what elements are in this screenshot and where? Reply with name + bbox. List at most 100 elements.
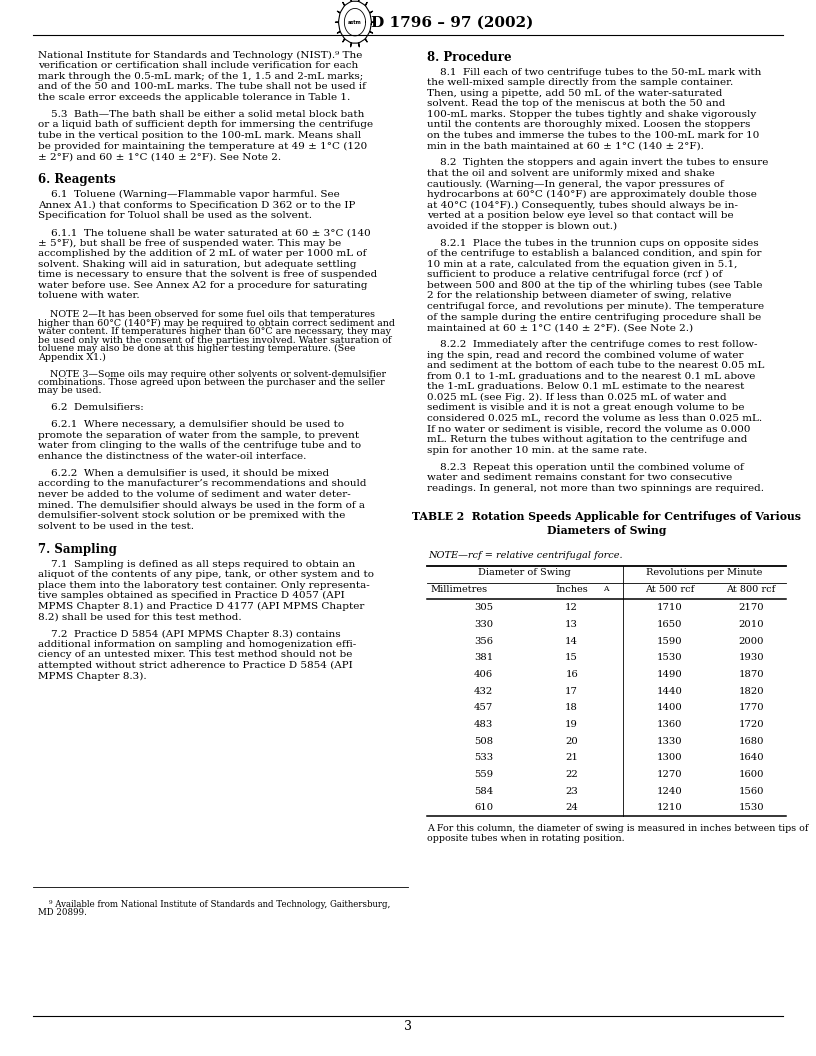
Text: 2010: 2010 [738,620,764,629]
Text: 6. Reagents: 6. Reagents [38,173,116,186]
Text: NOTE 3—Some oils may require other solvents or solvent-demulsifier: NOTE 3—Some oils may require other solve… [38,370,386,379]
Text: aliquot of the contents of any pipe, tank, or other system and to: aliquot of the contents of any pipe, tan… [38,570,375,580]
Text: At 500 rcf: At 500 rcf [645,585,694,593]
Text: Revolutions per Minute: Revolutions per Minute [646,568,762,578]
Text: 508: 508 [474,737,493,746]
Text: at 40°C (104°F).) Consequently, tubes should always be in-: at 40°C (104°F).) Consequently, tubes sh… [427,201,738,210]
Text: 533: 533 [474,753,493,762]
Text: the scale error exceeds the applicable tolerance in Table 1.: the scale error exceeds the applicable t… [38,93,351,102]
Text: cautiously. (Warning—In general, the vapor pressures of: cautiously. (Warning—In general, the vap… [427,180,724,189]
Text: 8. Procedure: 8. Procedure [427,51,512,63]
Text: Diameter of Swing: Diameter of Swing [478,568,571,578]
Text: 14: 14 [565,637,578,645]
Text: tube in the vertical position to the 100-mL mark. Means shall: tube in the vertical position to the 100… [38,131,361,140]
Text: A: A [602,585,608,592]
Text: considered 0.025 mL, record the volume as less than 0.025 mL.: considered 0.025 mL, record the volume a… [427,414,762,423]
Text: ⁹ Available from National Institute of Standards and Technology, Gaithersburg,: ⁹ Available from National Institute of S… [38,900,391,909]
Text: accomplished by the addition of 2 mL of water per 1000 mL of: accomplished by the addition of 2 mL of … [38,249,366,259]
Text: 610: 610 [474,804,493,812]
Text: 2 for the relationship between diameter of swing, relative: 2 for the relationship between diameter … [427,291,731,301]
Text: the 1-mL graduations. Below 0.1 mL estimate to the nearest: the 1-mL graduations. Below 0.1 mL estim… [427,382,744,392]
Text: readings. In general, not more than two spinnings are required.: readings. In general, not more than two … [427,484,764,493]
Text: astm: astm [348,20,361,24]
Text: be used only with the consent of the parties involved. Water saturation of: be used only with the consent of the par… [38,336,392,345]
Text: 6.2.1  Where necessary, a demulsifier should be used to: 6.2.1 Where necessary, a demulsifier sho… [38,420,344,430]
Text: 0.025 mL (see Fig. 2). If less than 0.025 mL of water and: 0.025 mL (see Fig. 2). If less than 0.02… [427,393,726,402]
Text: TABLE 2  Rotation Speeds Applicable for Centrifuges of Various: TABLE 2 Rotation Speeds Applicable for C… [412,511,800,522]
Text: combinations. Those agreed upon between the purchaser and the seller: combinations. Those agreed upon between … [38,378,385,388]
Text: 457: 457 [474,703,493,713]
Text: centrifugal force, and revolutions per minute). The temperature: centrifugal force, and revolutions per m… [427,302,764,312]
Text: higher than 60°C (140°F) may be required to obtain correct sediment and: higher than 60°C (140°F) may be required… [38,319,395,328]
Text: may be used.: may be used. [38,386,102,396]
Text: 8.2) shall be used for this test method.: 8.2) shall be used for this test method. [38,612,242,622]
Text: 6.1.1  The toluene shall be water saturated at 60 ± 3°C (140: 6.1.1 The toluene shall be water saturat… [38,228,371,238]
Text: maintained at 60 ± 1°C (140 ± 2°F). (See Note 2.): maintained at 60 ± 1°C (140 ± 2°F). (See… [427,323,693,333]
Text: avoided if the stopper is blown out.): avoided if the stopper is blown out.) [427,222,617,231]
Text: 10 min at a rate, calculated from the equation given in 5.1,: 10 min at a rate, calculated from the eq… [427,260,737,269]
Text: of the sample during the entire centrifuging procedure shall be: of the sample during the entire centrifu… [427,313,761,322]
Text: 1240: 1240 [657,787,682,796]
Text: ing the spin, read and record the combined volume of water: ing the spin, read and record the combin… [427,351,743,360]
Text: 1770: 1770 [738,703,764,713]
Text: ± 5°F), but shall be free of suspended water. This may be: ± 5°F), but shall be free of suspended w… [38,239,342,248]
Text: 13: 13 [565,620,578,629]
Text: that the oil and solvent are uniformly mixed and shake: that the oil and solvent are uniformly m… [427,169,715,178]
Text: water before use. See Annex A2 for a procedure for saturating: water before use. See Annex A2 for a pro… [38,281,368,290]
Text: 20: 20 [565,737,578,746]
Text: 17: 17 [565,686,578,696]
Text: MPMS Chapter 8.3).: MPMS Chapter 8.3). [38,672,147,681]
Text: 1870: 1870 [738,670,764,679]
Text: National Institute for Standards and Technology (NIST).⁹ The: National Institute for Standards and Tec… [38,51,363,60]
Text: 356: 356 [474,637,493,645]
Text: 1560: 1560 [738,787,764,796]
Text: enhance the distinctness of the water-oil interface.: enhance the distinctness of the water-oi… [38,452,307,461]
Text: 7.2  Practice D 5854 (API MPMS Chapter 8.3) contains: 7.2 Practice D 5854 (API MPMS Chapter 8.… [38,629,341,639]
Text: and sediment at the bottom of each tube to the nearest 0.05 mL: and sediment at the bottom of each tube … [427,361,764,371]
Text: 8.2.2  Immediately after the centrifuge comes to rest follow-: 8.2.2 Immediately after the centrifuge c… [427,340,757,350]
Text: additional information on sampling and homogenization effi-: additional information on sampling and h… [38,640,357,649]
Text: 16: 16 [565,670,578,679]
Text: spin for another 10 min. at the same rate.: spin for another 10 min. at the same rat… [427,446,647,455]
Text: toluene may also be done at this higher testing temperature. (See: toluene may also be done at this higher … [38,344,356,354]
Text: toluene with water.: toluene with water. [38,291,140,301]
Text: place them into the laboratory test container. Only representa-: place them into the laboratory test cont… [38,581,370,590]
Text: sediment is visible and it is not a great enough volume to be: sediment is visible and it is not a grea… [427,403,744,413]
Text: 1590: 1590 [657,637,682,645]
Text: 2000: 2000 [738,637,764,645]
Text: Annex A1.) that conforms to Specification D 362 or to the IP: Annex A1.) that conforms to Specificatio… [38,201,356,210]
Text: MPMS Chapter 8.1) and Practice D 4177 (API MPMS Chapter: MPMS Chapter 8.1) and Practice D 4177 (A… [38,602,365,611]
Text: MD 20899.: MD 20899. [38,908,87,918]
Text: demulsifier-solvent stock solution or be premixed with the: demulsifier-solvent stock solution or be… [38,511,346,521]
Text: 100-mL marks. Stopper the tubes tightly and shake vigorously: 100-mL marks. Stopper the tubes tightly … [427,110,756,119]
Text: hydrocarbons at 60°C (140°F) are approximately double those: hydrocarbons at 60°C (140°F) are approxi… [427,190,756,200]
Text: 1330: 1330 [657,737,682,746]
Text: attempted without strict adherence to Practice D 5854 (API: attempted without strict adherence to Pr… [38,661,353,671]
Text: verted at a position below eye level so that contact will be: verted at a position below eye level so … [427,211,734,221]
Text: 483: 483 [474,720,493,729]
Text: 330: 330 [474,620,493,629]
Text: At 800 rcf: At 800 rcf [726,585,776,593]
Text: 1210: 1210 [657,804,682,812]
Text: never be added to the volume of sediment and water deter-: never be added to the volume of sediment… [38,490,351,499]
Text: 1490: 1490 [657,670,682,679]
Text: water and sediment remains constant for two consecutive: water and sediment remains constant for … [427,473,732,483]
Text: 21: 21 [565,753,578,762]
Text: 1680: 1680 [738,737,764,746]
Text: 15: 15 [565,654,578,662]
Text: NOTE—rcf = relative centrifugal force.: NOTE—rcf = relative centrifugal force. [428,551,623,561]
Text: 8.2  Tighten the stoppers and again invert the tubes to ensure: 8.2 Tighten the stoppers and again inver… [427,158,768,168]
Text: 406: 406 [474,670,493,679]
Text: mark through the 0.5-mL mark; of the 1, 1.5 and 2-mL marks;: mark through the 0.5-mL mark; of the 1, … [38,72,364,81]
Text: 559: 559 [474,770,493,779]
Text: 1530: 1530 [738,804,764,812]
Text: 1530: 1530 [657,654,682,662]
Text: mined. The demulsifier should always be used in the form of a: mined. The demulsifier should always be … [38,501,366,510]
Text: 305: 305 [474,603,493,612]
Text: 7.1  Sampling is defined as all steps required to obtain an: 7.1 Sampling is defined as all steps req… [38,560,356,569]
Text: A For this column, the diameter of swing is measured in inches between tips of
o: A For this column, the diameter of swing… [427,824,808,843]
Text: ± 2°F) and 60 ± 1°C (140 ± 2°F). See Note 2.: ± 2°F) and 60 ± 1°C (140 ± 2°F). See Not… [38,152,282,162]
Text: 3: 3 [404,1020,412,1033]
Text: 1300: 1300 [657,753,682,762]
Text: 381: 381 [474,654,493,662]
